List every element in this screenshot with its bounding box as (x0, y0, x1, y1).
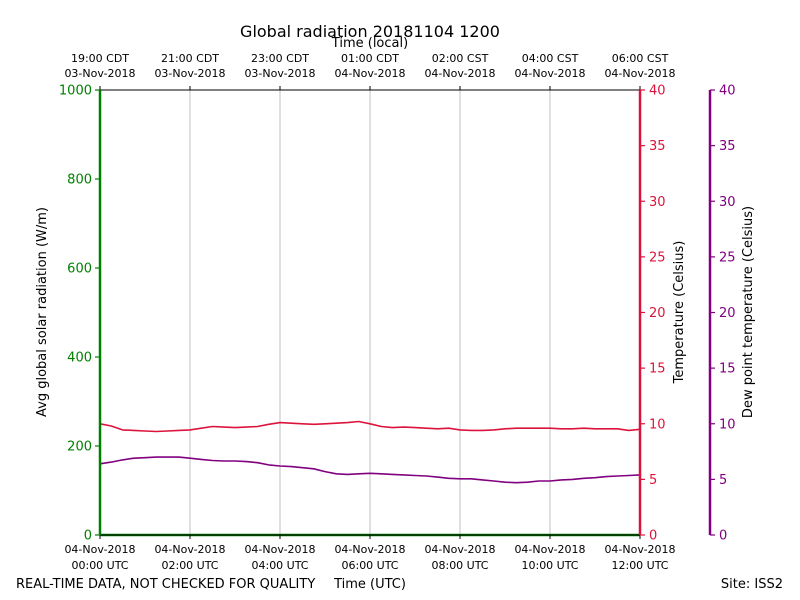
bottom-x-tick-label: 00:00 UTC (71, 559, 128, 572)
site-label: Site: ISS2 (721, 577, 783, 592)
bottom-x-tick-label: 04-Nov-2018 (604, 543, 675, 556)
y-tick-label: 25 (649, 250, 666, 265)
bottom-x-tick-label: 02:00 UTC (161, 559, 218, 572)
dewpoint-series-line (99, 456, 641, 484)
y-tick-label: 40 (719, 84, 736, 99)
y-tick-label: 600 (67, 262, 92, 277)
temperature-series-line (99, 420, 641, 433)
bottom-x-tick-label: 04:00 UTC (251, 559, 308, 572)
top-x-tick-label: 04-Nov-2018 (604, 67, 675, 80)
y-tick-label: 30 (649, 195, 666, 210)
y-tick-label: 20 (649, 306, 666, 321)
y-tick-label: 15 (719, 362, 736, 377)
top-x-tick-label: 23:00 CDT (251, 52, 309, 65)
bottom-x-tick-label: 04-Nov-2018 (244, 543, 315, 556)
top-x-tick-label: 21:00 CDT (161, 52, 219, 65)
y-tick-label: 400 (67, 351, 92, 366)
y-tick-label: 5 (719, 473, 727, 488)
y-tick-label: 200 (67, 440, 92, 455)
bottom-x-tick-label: 12:00 UTC (611, 559, 668, 572)
top-x-ticks: 19:00 CDT 03-Nov-2018 21:00 CDT 03-Nov-2018… (64, 52, 676, 90)
y-tick-label: 5 (649, 473, 657, 488)
y-tick-label: 30 (719, 195, 736, 210)
top-x-tick-label: 03-Nov-2018 (244, 67, 315, 80)
temperature-axis-label: Temperature (Celsius) (672, 241, 687, 385)
y-tick-label: 10 (719, 417, 736, 432)
chart-title: Global radiation 20181104 1200 (240, 22, 500, 41)
top-axis-label: Time (local) (331, 36, 408, 51)
top-x-tick-label: 04-Nov-2018 (424, 67, 495, 80)
bottom-x-ticks: 04-Nov-2018 00:00 UTC 04-Nov-2018 02:00 UTC… (64, 534, 676, 572)
y-tick-label: 35 (719, 139, 736, 154)
bottom-x-tick-label: 04-Nov-2018 (424, 543, 495, 556)
y-tick-label: 40 (649, 84, 666, 99)
y-tick-label: 20 (719, 306, 736, 321)
top-x-tick-label: 03-Nov-2018 (154, 67, 225, 80)
top-x-tick-label: 01:00 CDT (341, 52, 399, 65)
top-x-tick-label: 04-Nov-2018 (334, 67, 405, 80)
quality-disclaimer: REAL-TIME DATA, NOT CHECKED FOR QUALITY (16, 577, 315, 592)
top-x-tick-label: 04-Nov-2018 (514, 67, 585, 80)
bottom-x-tick-label: 04-Nov-2018 (334, 543, 405, 556)
temperature-axis: 0 5 10 15 20 25 30 35 40 (638, 84, 666, 544)
y-tick-label: 0 (719, 529, 727, 544)
top-x-tick-label: 04:00 CST (522, 52, 579, 65)
top-x-tick-label: 06:00 CST (612, 52, 669, 65)
bottom-x-tick-label: 10:00 UTC (521, 559, 578, 572)
y-tick-label: 800 (67, 173, 92, 188)
radiation-axis-label: Avg global solar radiation (W/m) (35, 207, 50, 417)
bottom-x-tick-label: 04-Nov-2018 (64, 543, 135, 556)
dewpoint-axis: 0 5 10 15 20 25 30 35 40 (708, 84, 736, 544)
y-tick-label: 0 (84, 529, 92, 544)
top-x-tick-label: 02:00 CST (432, 52, 489, 65)
radiation-axis: 0 200 400 600 800 1000 (59, 84, 102, 544)
top-x-tick-label: 03-Nov-2018 (64, 67, 135, 80)
y-tick-label: 0 (649, 529, 657, 544)
y-tick-label: 1000 (59, 84, 92, 99)
x-axis-label: Time (UTC) (333, 577, 406, 592)
bottom-x-tick-label: 08:00 UTC (431, 559, 488, 572)
y-tick-label: 10 (649, 417, 666, 432)
y-tick-label: 25 (719, 250, 736, 265)
bottom-x-tick-label: 04-Nov-2018 (154, 543, 225, 556)
y-tick-label: 15 (649, 362, 666, 377)
y-tick-label: 35 (649, 139, 666, 154)
dewpoint-axis-label: Dew point temperature (Celsius) (741, 206, 756, 418)
bottom-x-tick-label: 06:00 UTC (341, 559, 398, 572)
top-x-tick-label: 19:00 CDT (71, 52, 129, 65)
grid-lines (100, 89, 640, 535)
bottom-x-tick-label: 04-Nov-2018 (514, 543, 585, 556)
